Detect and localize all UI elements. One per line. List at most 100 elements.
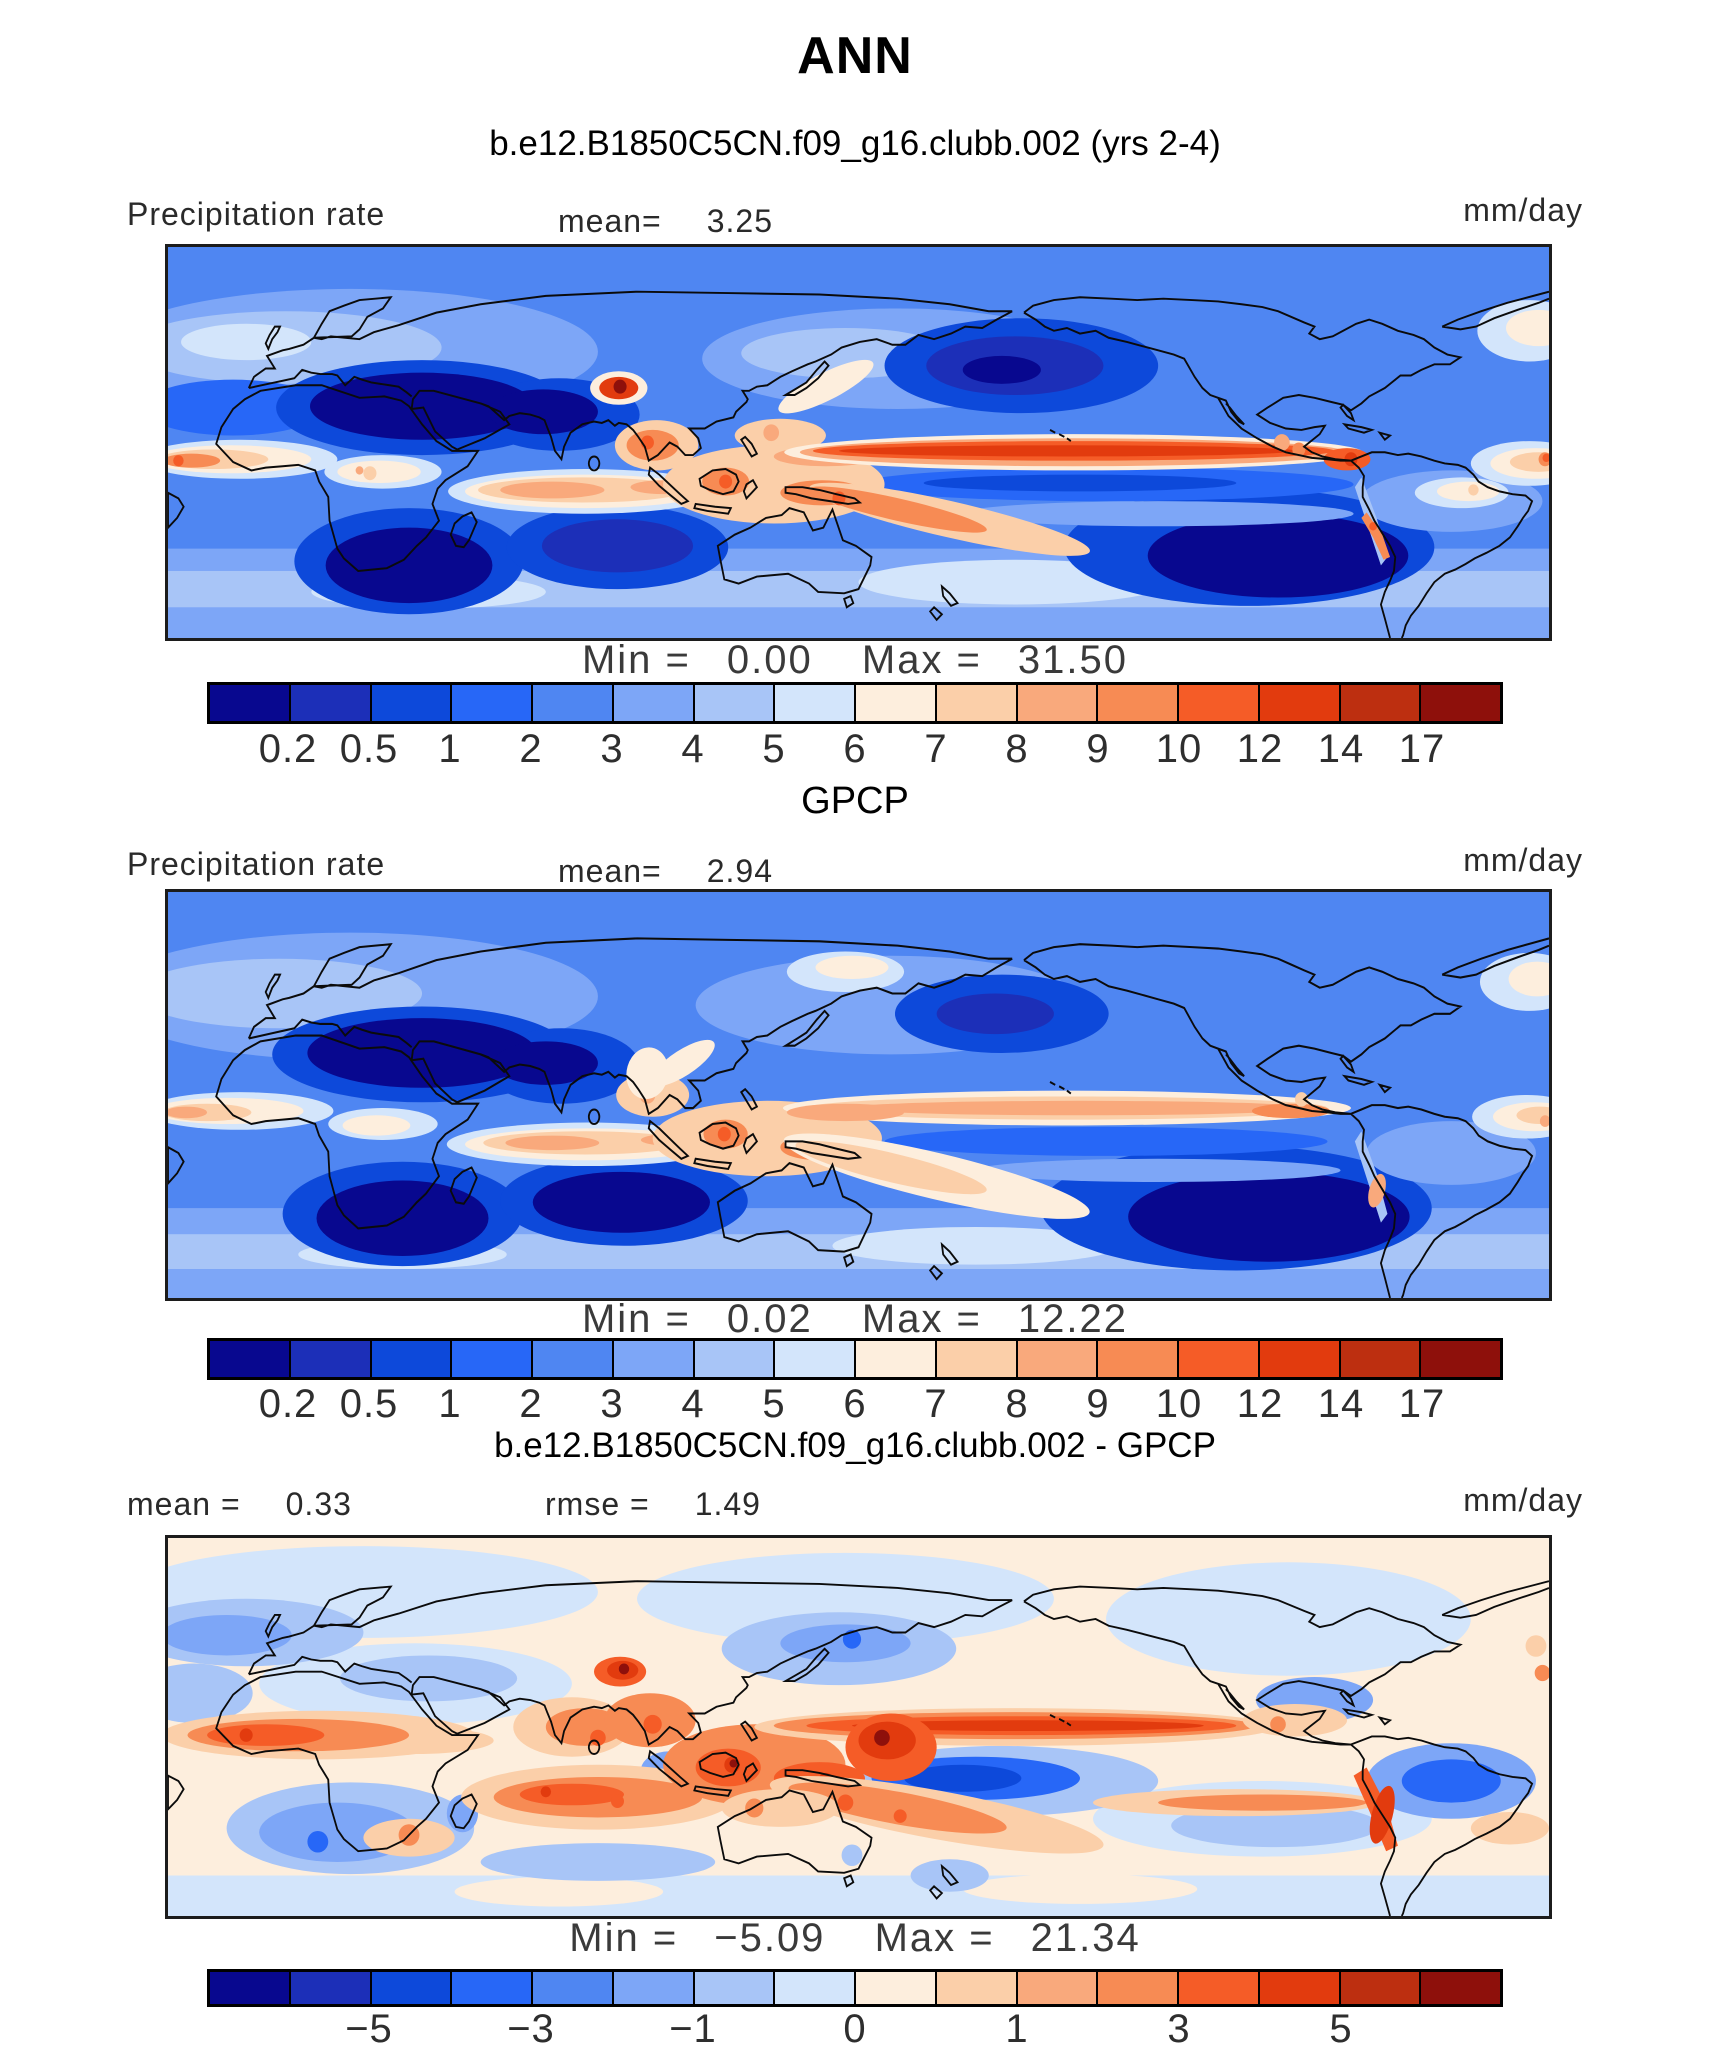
- panel1-max-value: 31.50: [1017, 638, 1129, 682]
- colorbar-tick-label: 6: [843, 1382, 867, 1426]
- colorbar-tick-label: 9: [1086, 1382, 1110, 1426]
- colorbar-tick-label: 1: [438, 1382, 462, 1426]
- colorbar-tick-label: 3: [1167, 2007, 1191, 2051]
- colorbar-cell: [533, 1972, 614, 2004]
- panel2-field-label: Precipitation rate: [127, 846, 386, 882]
- colorbar-cell: [1017, 1972, 1099, 2004]
- colorbar-cell: [613, 1341, 695, 1377]
- panel2-max-label: Max =: [861, 1297, 982, 1341]
- colorbar-tick-label: 8: [1005, 1382, 1029, 1426]
- colorbar-cell: [1179, 685, 1260, 721]
- colorbar-tick-label: 9: [1086, 727, 1110, 771]
- colorbar-cell: [533, 685, 614, 721]
- panel3-header: mean = 0.33 rmse = 1.49 mm/day: [0, 1482, 1710, 1526]
- colorbar-cell: [210, 1972, 291, 2004]
- panel2-mean: mean= 2.94: [558, 853, 773, 890]
- panel3-minmax: Min = −5.09 Max = 21.34: [0, 1916, 1710, 1961]
- panel2-mean-label: mean=: [558, 853, 662, 889]
- colorbar-cell: [1421, 1972, 1500, 2004]
- figure-title: ANN: [797, 27, 913, 85]
- colorbar-tick-label: −3: [507, 2007, 555, 2051]
- panel1-min-label: Min =: [581, 638, 691, 682]
- panel1-header: Precipitation rate mean= 3.25 mm/day: [0, 192, 1710, 239]
- colorbar-cell: [936, 1972, 1018, 2004]
- colorbar-tick-label: 0: [843, 2007, 867, 2051]
- colorbar-tick-label: 5: [1329, 2007, 1353, 2051]
- panel2-max-value: 12.22: [1017, 1297, 1129, 1341]
- figure-subtitle: b.e12.B1850C5CN.f09_g16.clubb.002 (yrs 2…: [489, 124, 1221, 163]
- panel3-max-value: 21.34: [1030, 1916, 1141, 1960]
- colorbar-cell: [775, 685, 856, 721]
- colorbar-tick-label: 1: [1005, 2007, 1029, 2051]
- colorbar-cell: [1017, 1341, 1099, 1377]
- colorbar-tick-label: 10: [1155, 1382, 1203, 1426]
- panel3-min-value: −5.09: [714, 1916, 826, 1960]
- colorbar-cell: [1098, 1341, 1179, 1377]
- panel2-colorbar: [207, 1338, 1503, 1380]
- panel3-max-label: Max =: [874, 1916, 995, 1960]
- panel3-mean: mean = 0.33: [127, 1486, 352, 1523]
- colorbar-cell: [371, 685, 453, 721]
- panel1-min-value: 0.00: [726, 638, 813, 682]
- colorbar-cell: [533, 1341, 614, 1377]
- colorbar-tick-label: −1: [669, 2007, 717, 2051]
- panel3-colorbar: [207, 1969, 1503, 2007]
- colorbar-cell: [613, 685, 695, 721]
- colorbar-tick-label: 17: [1398, 727, 1446, 771]
- colorbar-cell: [1179, 1341, 1260, 1377]
- colorbar-tick-label: 3: [600, 1382, 624, 1426]
- colorbar-tick-label: 1: [438, 727, 462, 771]
- colorbar-cell: [1017, 685, 1099, 721]
- colorbar-cell: [694, 1972, 776, 2004]
- colorbar-cell: [452, 1341, 533, 1377]
- colorbar-cell: [371, 1972, 453, 2004]
- colorbar-cell: [1098, 685, 1179, 721]
- colorbar-cell: [936, 685, 1018, 721]
- colorbar-tick-label: 3: [600, 727, 624, 771]
- map-gpcp-precipitation: [165, 889, 1552, 1301]
- colorbar-cell: [371, 1341, 453, 1377]
- colorbar-cell: [775, 1972, 856, 2004]
- colorbar-cell: [210, 1341, 291, 1377]
- colorbar-tick-label: 2: [519, 1382, 543, 1426]
- colorbar-tick-label: 6: [843, 727, 867, 771]
- panel2-title: GPCP: [801, 780, 909, 822]
- colorbar-cell: [290, 1341, 372, 1377]
- colorbar-tick-label: 5: [762, 1382, 786, 1426]
- colorbar-tick-label: 10: [1155, 727, 1203, 771]
- panel1-mean: mean= 3.25: [558, 203, 773, 240]
- colorbar-cell: [210, 685, 291, 721]
- panel2-mean-value: 2.94: [706, 853, 774, 889]
- panel2-units-label: mm/day: [1463, 842, 1583, 878]
- panel1-field-label: Precipitation rate: [127, 196, 386, 232]
- colorbar-cell: [936, 1341, 1018, 1377]
- colorbar-tick-label: −5: [345, 2007, 393, 2051]
- colorbar-cell: [694, 685, 776, 721]
- colorbar-cell: [290, 685, 372, 721]
- panel1-mean-value: 3.25: [706, 203, 774, 239]
- colorbar-cell: [694, 1341, 776, 1377]
- panel3-rmse-label: rmse =: [545, 1486, 650, 1522]
- colorbar-cell: [775, 1341, 856, 1377]
- panel2-min-label: Min =: [581, 1297, 691, 1341]
- colorbar-cell: [1098, 1972, 1179, 2004]
- panel2-colorbar-ticks: 0.2 0.5 1 2 3 4 5 6 7 8 9 10 12 14 17: [207, 1382, 1503, 1428]
- colorbar-tick-label: 7: [924, 727, 948, 771]
- colorbar-tick-label: 8: [1005, 727, 1029, 771]
- panel2-header: Precipitation rate mean= 2.94 mm/day: [0, 842, 1710, 889]
- colorbar-cell: [1179, 1972, 1260, 2004]
- colorbar-cell: [1340, 1341, 1422, 1377]
- panel3-units-label: mm/day: [1463, 1482, 1583, 1518]
- colorbar-tick-label: 14: [1317, 727, 1365, 771]
- panel1-max-label: Max =: [861, 638, 982, 682]
- colorbar-cell: [452, 685, 533, 721]
- panel3-min-label: Min =: [569, 1916, 679, 1960]
- colorbar-tick-label: 4: [681, 727, 705, 771]
- colorbar-cell: [1259, 685, 1341, 721]
- map-difference: [165, 1535, 1552, 1919]
- panel1-colorbar: [207, 682, 1503, 724]
- colorbar-cell: [856, 1341, 937, 1377]
- panel1-units-label: mm/day: [1463, 192, 1583, 228]
- colorbar-tick-label: 4: [681, 1382, 705, 1426]
